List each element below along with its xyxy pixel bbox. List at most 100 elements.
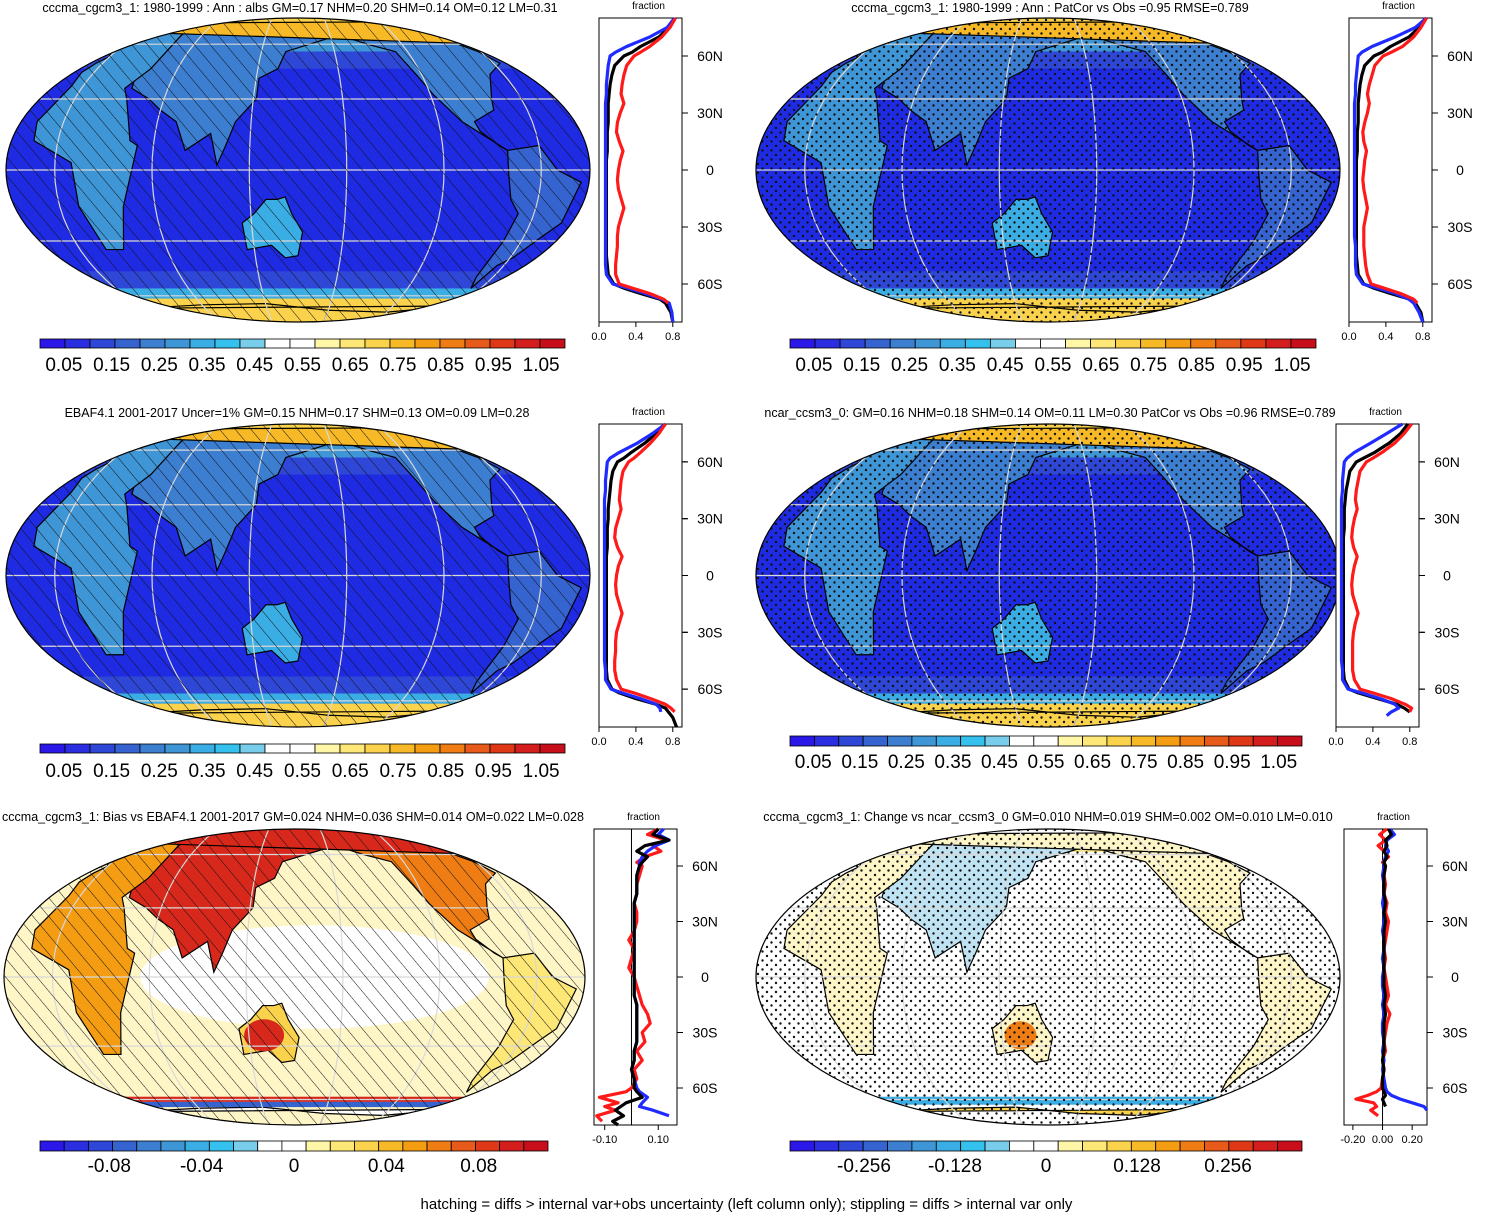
colorbar-swatch xyxy=(1290,338,1317,349)
colorbar-swatch xyxy=(1228,735,1254,747)
colorbar-swatch xyxy=(1155,735,1181,747)
profile-ytick-label: 60N xyxy=(692,858,718,874)
colorbar-swatch xyxy=(426,1140,452,1152)
figure-caption: hatching = diffs > internal var+obs unce… xyxy=(420,1196,1073,1213)
colorbar-swatch xyxy=(164,743,191,754)
colorbar-swatch xyxy=(339,743,366,754)
colorbar-label: 0.35 xyxy=(189,355,226,376)
profile-xtick-label: -0.20 xyxy=(1340,1134,1365,1146)
profile-xtick-label: 0.0 xyxy=(591,331,606,343)
profile-ytick-label: 60S xyxy=(698,276,723,292)
colorbar-label: 0.95 xyxy=(1214,752,1251,773)
colorbar-swatch xyxy=(214,743,241,754)
colorbar-swatch xyxy=(984,1140,1010,1152)
profile-ytick-label: 60N xyxy=(697,48,723,64)
profile-ytick-label: 60S xyxy=(1443,1080,1468,1096)
colorbar-label: 0.35 xyxy=(939,355,976,376)
colorbar-swatch xyxy=(264,743,291,754)
colorbar-swatch xyxy=(289,743,316,754)
profile-ytick-label: 30N xyxy=(1447,105,1473,121)
profile-ytick-label: 0 xyxy=(1451,969,1459,985)
profile-xlabel: fraction xyxy=(627,812,660,823)
panel-title: EBAF4.1 2001-2017 Uncer=1% GM=0.15 NHM=0… xyxy=(65,406,530,420)
colorbar-swatch xyxy=(1033,1140,1059,1152)
colorbar: 0.05 0.15 0.25 0.35 0.45 0.55 0.65 0.75 0.85 0.95… xyxy=(39,743,566,782)
colorbar-label: 0.15 xyxy=(93,355,130,376)
profile-ytick-label: 30S xyxy=(693,1025,718,1041)
hatching-overlay xyxy=(4,829,585,1125)
profile-ytick-label: 30N xyxy=(692,914,718,930)
colorbar-swatch xyxy=(1009,735,1035,747)
colorbar-label: 0.55 xyxy=(284,355,321,376)
colorbar-label: 1.05 xyxy=(523,761,560,782)
colorbar: 0.05 0.15 0.25 0.35 0.45 0.55 0.65 0.75 0.85 0.95… xyxy=(39,338,566,376)
panel-4: ncar_ccsm3_0: GM=0.16 NHM=0.18 SHM=0.14 … xyxy=(755,406,1460,773)
colorbar-swatch xyxy=(1240,338,1267,349)
colorbar-label: 0.35 xyxy=(189,761,226,782)
colorbar-swatch xyxy=(813,1140,840,1152)
colorbar-swatch xyxy=(539,338,566,349)
colorbar-label: 0.95 xyxy=(475,761,512,782)
colorbar-label: 1.05 xyxy=(523,355,560,376)
colorbar-swatch xyxy=(1106,735,1132,747)
colorbar-swatch xyxy=(439,743,466,754)
colorbar-swatch xyxy=(887,1140,913,1152)
colorbar-swatch xyxy=(489,743,516,754)
colorbar-label: 0.15 xyxy=(841,752,878,773)
map-field xyxy=(6,18,590,322)
colorbar-label: 1.05 xyxy=(1274,355,1311,376)
colorbar: 0.05 0.15 0.25 0.35 0.45 0.55 0.65 0.75 0.85 0.95… xyxy=(789,338,1317,376)
colorbar-swatch xyxy=(289,338,316,349)
colorbar-swatch xyxy=(184,1140,210,1152)
colorbar-label: 0.05 xyxy=(45,761,82,782)
colorbar-swatch xyxy=(1252,735,1279,747)
colorbar-swatch xyxy=(1265,338,1292,349)
colorbar-swatch xyxy=(314,338,341,349)
profile-ytick-label: 0 xyxy=(1443,568,1451,584)
colorbar-swatch xyxy=(364,338,391,349)
map-field xyxy=(4,829,585,1125)
colorbar-label: 0.65 xyxy=(1074,752,1111,773)
profile-series-line_blue xyxy=(603,17,676,323)
profile-frame xyxy=(598,423,683,728)
stippling-overlay xyxy=(756,18,1340,322)
profile-ytick-label: 60S xyxy=(1435,681,1460,697)
profile-xlabel: fraction xyxy=(1382,1,1415,12)
profile-xtick-label: 0.4 xyxy=(628,736,643,748)
profile-ytick-label: 60S xyxy=(698,681,723,697)
colorbar-swatch xyxy=(63,1140,89,1152)
colorbar-label: 0.15 xyxy=(93,761,130,782)
map-field xyxy=(6,424,590,727)
profile-series-line_black xyxy=(1380,828,1393,1108)
colorbar-swatch xyxy=(414,338,441,349)
colorbar-swatch xyxy=(984,735,1010,747)
zonal-mean-plot: fraction 60N 30N 0 30S 60S 0.0 0.4 0.8 xyxy=(1341,1,1472,343)
colorbar-label: 0.128 xyxy=(1113,1156,1161,1177)
colorbar-swatch xyxy=(1228,1140,1254,1152)
colorbar: -0.256 -0.128 0 0.128 0.256 xyxy=(789,1140,1303,1177)
map-border xyxy=(3,828,586,1126)
panel-6: cccma_cgcm3_1: Change vs ncar_ccsm3_0 GM… xyxy=(755,810,1468,1177)
colorbar-swatch xyxy=(989,338,1016,349)
profile-xtick-label: -0.10 xyxy=(592,1134,617,1146)
colorbar-swatch xyxy=(1179,1140,1205,1152)
profile-ytick-label: 60S xyxy=(1448,276,1473,292)
colorbar-swatch xyxy=(889,338,916,349)
profile-series-line_red xyxy=(613,423,676,714)
colorbar-swatch xyxy=(1057,1140,1083,1152)
hatching-overlay xyxy=(6,18,590,322)
colorbar-swatch xyxy=(1277,735,1303,747)
zonal-mean-plot: fraction 60N 30N 0 30S 60S -0.20 0.00 0.20 xyxy=(1340,812,1467,1146)
colorbar-swatch xyxy=(911,735,937,747)
profile-ytick-label: 60S xyxy=(693,1080,718,1096)
colorbar: -0.08 -0.04 0 0.04 0.08 xyxy=(39,1140,549,1177)
colorbar-label: 0.75 xyxy=(1130,355,1167,376)
colorbar-swatch xyxy=(1033,735,1059,747)
colorbar: 0.05 0.15 0.25 0.35 0.45 0.55 0.65 0.75 0.85 0.95… xyxy=(789,735,1303,773)
profile-xtick-label: 0.4 xyxy=(1378,331,1393,343)
colorbar-swatch xyxy=(1130,735,1157,747)
profile-xtick-label: 0.10 xyxy=(648,1134,669,1146)
profile-series-line_black xyxy=(611,827,671,1127)
profile-xlabel: fraction xyxy=(1377,812,1410,823)
profile-series-line_red xyxy=(1350,423,1414,713)
